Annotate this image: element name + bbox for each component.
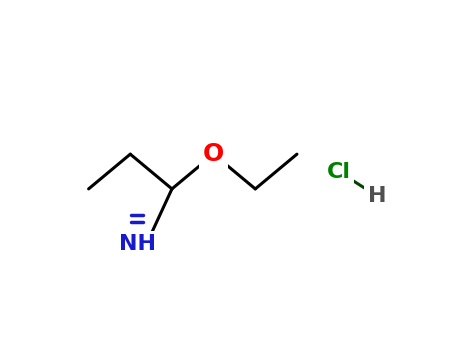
Text: NH: NH — [119, 234, 156, 254]
Text: Cl: Cl — [327, 162, 351, 182]
Text: O: O — [203, 142, 224, 166]
Text: H: H — [368, 186, 386, 206]
